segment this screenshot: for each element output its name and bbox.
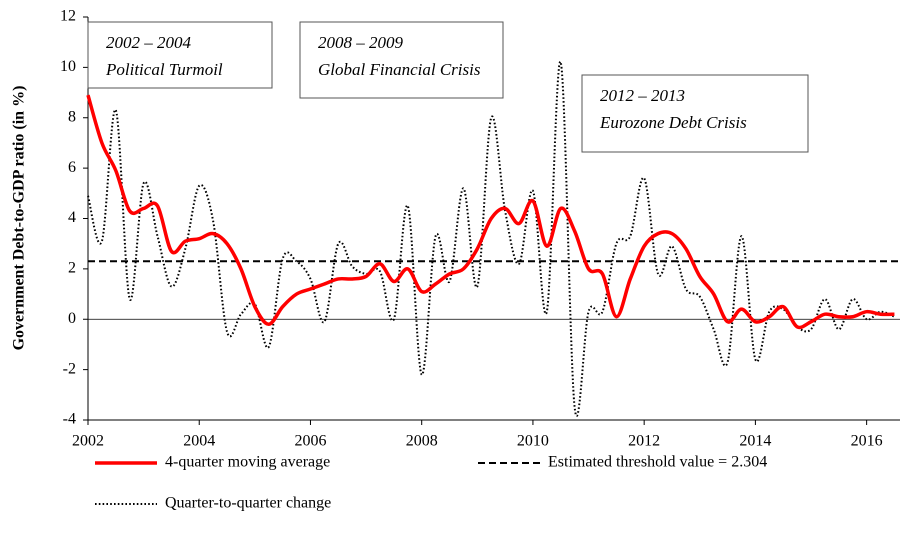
y-axis-label: Government Debt-to-GDP ratio (in %) — [11, 86, 28, 351]
x-tick-label: 2014 — [739, 433, 771, 450]
legend-label: 4-quarter moving average — [165, 454, 330, 471]
y-tick-label: -4 — [63, 411, 76, 428]
x-tick-label: 2010 — [517, 433, 549, 450]
x-tick-label: 2002 — [72, 433, 104, 450]
y-tick-label: 8 — [68, 108, 76, 125]
y-tick-label: 4 — [68, 209, 76, 226]
annotation-box — [299, 21, 504, 99]
y-tick-label: 2 — [68, 260, 76, 277]
legend-label: Quarter-to-quarter change — [165, 495, 331, 512]
x-tick-label: 2012 — [628, 433, 660, 450]
y-tick-label: 10 — [60, 58, 76, 75]
legend-label: Estimated threshold value = 2.304 — [548, 454, 767, 471]
annotation-text: 2002 – 2004 — [106, 33, 192, 52]
x-tick-label: 2004 — [183, 433, 215, 450]
annotation-text: Global Financial Crisis — [318, 60, 481, 79]
series-line — [86, 94, 895, 330]
annotation-text: Political Turmoil — [105, 60, 223, 79]
x-tick-label: 2016 — [851, 433, 883, 450]
x-tick-label: 2008 — [406, 433, 438, 450]
annotation-text: 2012 – 2013 — [600, 86, 685, 105]
annotation-text: 2008 – 2009 — [318, 33, 404, 52]
annotation-text: Eurozone Debt Crisis — [599, 113, 747, 132]
y-tick-label: 0 — [68, 310, 76, 327]
y-tick-label: -2 — [63, 360, 76, 377]
y-tick-label: 12 — [60, 8, 76, 25]
annotation-box — [581, 74, 809, 153]
annotation-box — [87, 21, 273, 89]
y-tick-label: 6 — [68, 159, 76, 176]
x-tick-label: 2006 — [294, 433, 326, 450]
